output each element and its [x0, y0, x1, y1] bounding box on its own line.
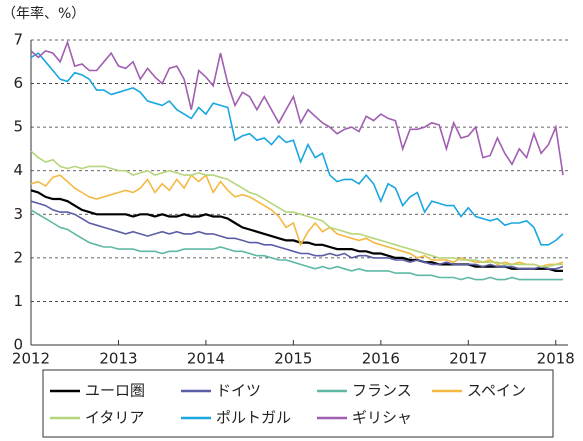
series-line [30, 200, 564, 270]
series-line [30, 209, 563, 281]
legend-box [42, 369, 554, 438]
legend-label: ポルトガル [216, 409, 291, 427]
series-line [30, 150, 563, 268]
legend-label: スペイン [467, 382, 526, 400]
legend-label: フランス [352, 382, 412, 400]
x-tick-label: 2015 [274, 350, 312, 368]
x-tick-label: 2014 [187, 350, 225, 368]
x-tick-label: 2012 [12, 350, 50, 368]
series-line [30, 173, 564, 268]
legend-label: イタリア [85, 409, 144, 427]
y-tick-label: 0 [13, 336, 23, 354]
x-tick-label: 2013 [99, 350, 137, 368]
y-unit-label: （年率、%） [2, 5, 85, 22]
legend-label: ユーロ圏 [85, 382, 145, 400]
y-tick-label: 5 [13, 118, 23, 136]
legend-label: ギリシャ [352, 409, 412, 427]
x-tick-label: 2017 [449, 350, 487, 368]
legend-label: ドイツ [216, 382, 261, 400]
y-tick-label: 2 [13, 248, 23, 266]
x-tick-label: 2016 [362, 350, 400, 368]
series-line [30, 189, 563, 272]
series-line [30, 39, 564, 176]
y-tick-label: 6 [13, 74, 23, 92]
y-tick-label: 1 [13, 292, 23, 310]
x-tick-label: 2018 [537, 350, 575, 368]
series-line [30, 52, 564, 246]
y-tick-label: 3 [13, 205, 23, 223]
y-tick-label: 7 [13, 31, 23, 49]
y-tick-label: 4 [13, 161, 23, 179]
